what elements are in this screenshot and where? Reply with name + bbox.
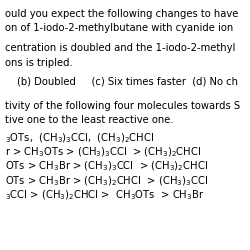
Text: ons is tripled.: ons is tripled. [5,58,73,68]
Text: OTs > CH$_{3}$Br > (CH$_{3}$)$_{2}$CHCl  > (CH$_{3}$)$_{3}$CCl: OTs > CH$_{3}$Br > (CH$_{3}$)$_{2}$CHCl … [5,174,208,188]
Text: on of 1-iodo-2-methylbutane with cyanide ion: on of 1-iodo-2-methylbutane with cyanide… [5,23,233,33]
Text: $_{3}$CCl > (CH$_{3}$)$_{2}$CHCl >  CH$_{3}$OTs  > CH$_{3}$Br: $_{3}$CCl > (CH$_{3}$)$_{2}$CHCl > CH$_{… [5,188,204,202]
Text: ould you expect the following changes to have: ould you expect the following changes to… [5,8,238,18]
Text: centration is doubled and the 1-iodo-2-methyl: centration is doubled and the 1-iodo-2-m… [5,44,235,54]
Text: OTs > CH$_{3}$Br > (CH$_{3}$)$_{3}$CCl  > (CH$_{3}$)$_{2}$CHCl: OTs > CH$_{3}$Br > (CH$_{3}$)$_{3}$CCl >… [5,160,208,173]
Text: r > CH$_{3}$OTs > (CH$_{3}$)$_{3}$CCl  > (CH$_{3}$)$_{2}$CHCl: r > CH$_{3}$OTs > (CH$_{3}$)$_{3}$CCl > … [5,146,201,159]
Text: tivity of the following four molecules towards S: tivity of the following four molecules t… [5,101,240,111]
Text: tive one to the least reactive one.: tive one to the least reactive one. [5,116,173,126]
Text: $_{3}$OTs,  (CH$_{3}$)$_{3}$CCl,  (CH$_{3}$)$_{2}$CHCl: $_{3}$OTs, (CH$_{3}$)$_{3}$CCl, (CH$_{3}… [5,131,154,144]
Text: (b) Doubled     (c) Six times faster  (d) No ch: (b) Doubled (c) Six times faster (d) No … [17,77,238,87]
